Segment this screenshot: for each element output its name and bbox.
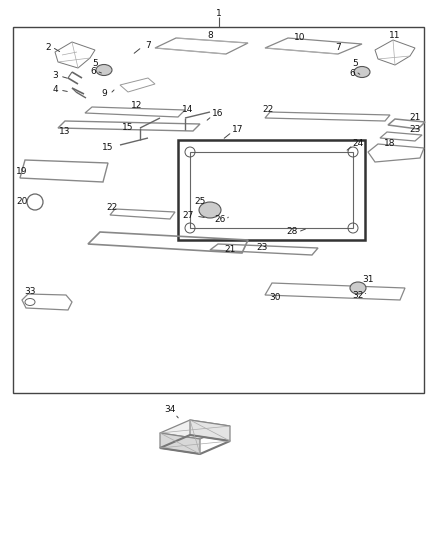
Text: 15: 15 <box>102 142 114 151</box>
Text: 12: 12 <box>131 101 143 109</box>
Text: 18: 18 <box>384 139 396 148</box>
Text: 8: 8 <box>207 31 213 41</box>
Text: 27: 27 <box>182 212 194 221</box>
Text: 7: 7 <box>335 44 341 52</box>
Text: 21: 21 <box>224 246 236 254</box>
Ellipse shape <box>354 67 370 77</box>
Text: 32: 32 <box>352 290 364 300</box>
Text: 31: 31 <box>362 276 374 285</box>
Text: 11: 11 <box>389 31 401 41</box>
Text: 23: 23 <box>410 125 420 134</box>
Text: 2: 2 <box>45 43 51 52</box>
Polygon shape <box>190 420 230 441</box>
Text: 15: 15 <box>122 124 134 133</box>
Ellipse shape <box>96 64 112 76</box>
Text: 13: 13 <box>59 127 71 136</box>
Bar <box>178 140 365 240</box>
Polygon shape <box>160 420 230 439</box>
Text: 4: 4 <box>52 85 58 94</box>
Text: 17: 17 <box>232 125 244 134</box>
Text: 3: 3 <box>52 71 58 80</box>
Text: 20: 20 <box>16 198 28 206</box>
Text: 22: 22 <box>262 104 274 114</box>
Text: 1: 1 <box>216 9 222 18</box>
Text: 26: 26 <box>214 215 226 224</box>
Text: 10: 10 <box>294 34 306 43</box>
Bar <box>13 27 424 393</box>
Text: 25: 25 <box>194 198 206 206</box>
Text: 33: 33 <box>24 287 36 296</box>
Text: 30: 30 <box>269 294 281 303</box>
Text: 22: 22 <box>106 203 118 212</box>
Text: 7: 7 <box>145 41 151 50</box>
Text: 21: 21 <box>410 114 420 123</box>
Polygon shape <box>160 433 200 454</box>
Text: 23: 23 <box>256 244 268 253</box>
Text: 6: 6 <box>90 68 96 77</box>
Text: 14: 14 <box>182 104 194 114</box>
Text: 19: 19 <box>16 167 28 176</box>
Text: 28: 28 <box>286 228 298 237</box>
Text: 5: 5 <box>352 60 358 69</box>
Text: 34: 34 <box>164 406 176 415</box>
Text: 5: 5 <box>92 59 98 68</box>
Text: 6: 6 <box>349 69 355 77</box>
Ellipse shape <box>199 202 221 218</box>
Text: 16: 16 <box>212 109 224 118</box>
Text: 9: 9 <box>101 90 107 99</box>
Bar <box>190 152 353 228</box>
Ellipse shape <box>350 282 366 294</box>
Text: 24: 24 <box>353 139 364 148</box>
